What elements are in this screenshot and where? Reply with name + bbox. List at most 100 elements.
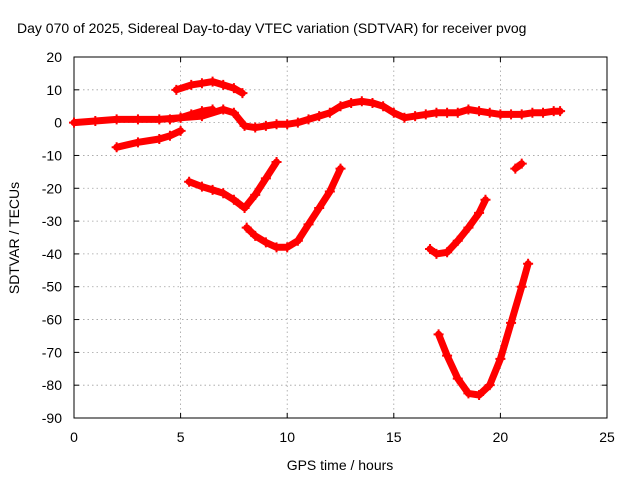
y-tick-label: -70	[42, 344, 62, 360]
data-point	[218, 79, 229, 90]
data-point	[132, 114, 143, 125]
data-point	[260, 173, 271, 184]
data-point	[555, 106, 566, 117]
data-point	[506, 317, 517, 328]
series-arc-f	[426, 196, 489, 258]
data-point	[510, 163, 521, 174]
y-tick-label: -50	[42, 279, 62, 295]
data-point	[196, 181, 207, 192]
data-point	[431, 107, 442, 118]
data-point	[186, 109, 197, 120]
data-point	[495, 109, 506, 120]
data-point	[228, 107, 239, 118]
data-point	[175, 125, 186, 136]
data-point	[378, 101, 389, 112]
y-tick-label: -20	[42, 180, 62, 196]
data-point	[314, 111, 325, 122]
data-point	[324, 186, 335, 197]
plot-traces	[69, 76, 566, 401]
y-tick-label: -80	[42, 377, 62, 393]
gridlines	[74, 57, 607, 418]
data-point	[388, 107, 399, 118]
x-tick-label: 10	[279, 429, 295, 445]
y-tick-label: -30	[42, 213, 62, 229]
data-point	[346, 97, 357, 108]
data-point	[186, 79, 197, 90]
x-tick-label: 25	[599, 429, 615, 445]
data-point	[527, 107, 538, 118]
data-point	[282, 242, 293, 253]
data-point	[410, 111, 421, 122]
data-point	[495, 353, 506, 364]
data-point	[452, 107, 463, 118]
data-point	[175, 112, 186, 123]
data-point	[442, 107, 453, 118]
x-tick-label: 15	[386, 429, 402, 445]
data-point	[463, 388, 474, 399]
y-tick-label: -10	[42, 147, 62, 163]
data-point	[164, 114, 175, 125]
series-baseline	[70, 97, 564, 132]
data-point	[463, 104, 474, 115]
x-tick-label: 5	[177, 429, 185, 445]
data-point	[196, 78, 207, 89]
data-point	[452, 235, 463, 246]
y-tick-label: 0	[54, 115, 62, 131]
data-point	[474, 106, 485, 117]
data-point	[237, 88, 248, 99]
y-tick-label: 10	[46, 82, 62, 98]
data-point	[218, 104, 229, 115]
data-point	[69, 117, 79, 128]
data-point	[425, 243, 436, 254]
data-point	[184, 176, 195, 187]
data-point	[484, 107, 495, 118]
data-point	[452, 373, 463, 384]
chart-title: Day 070 of 2025, Sidereal Day-to-day VTE…	[17, 20, 526, 36]
data-point	[431, 248, 442, 259]
data-point	[260, 237, 271, 248]
x-tick-label: 0	[70, 429, 78, 445]
y-tick-label: -90	[42, 410, 62, 426]
data-point	[250, 122, 261, 133]
data-point	[484, 380, 495, 391]
data-point	[228, 194, 239, 205]
data-point	[516, 109, 527, 120]
data-point	[132, 137, 143, 148]
axes: 0 5 10 15 20 25 -90 -80 -70 -60 -50 -40 -30 -20 -10 0 10…	[42, 49, 615, 445]
data-point	[271, 119, 282, 130]
data-point	[480, 194, 491, 205]
data-point	[292, 117, 303, 128]
data-point	[271, 157, 282, 168]
data-point	[241, 222, 252, 233]
y-tick-label: -60	[42, 312, 62, 328]
data-point	[303, 114, 314, 125]
data-point	[196, 106, 207, 117]
data-point	[250, 230, 261, 241]
data-point	[292, 235, 303, 246]
data-point	[171, 84, 182, 95]
y-tick-label: 20	[46, 49, 62, 65]
data-point	[399, 112, 410, 123]
data-point	[239, 120, 250, 131]
data-point	[538, 107, 549, 118]
data-point	[303, 219, 314, 230]
series-arc-g	[435, 260, 532, 399]
data-point	[90, 115, 101, 126]
data-point	[516, 281, 527, 292]
data-point	[335, 101, 346, 112]
data-point	[250, 189, 261, 200]
data-point	[516, 158, 527, 169]
data-point	[154, 114, 165, 125]
data-point	[228, 83, 239, 94]
data-point	[207, 184, 218, 195]
data-point	[442, 350, 453, 361]
data-point	[164, 130, 175, 141]
data-point	[474, 390, 485, 401]
data-point	[260, 120, 271, 131]
data-point	[420, 109, 431, 120]
data-point	[367, 97, 378, 108]
data-point	[324, 107, 335, 118]
x-axis-label: GPS time / hours	[287, 457, 394, 473]
data-point	[314, 202, 325, 213]
data-point	[474, 207, 485, 218]
